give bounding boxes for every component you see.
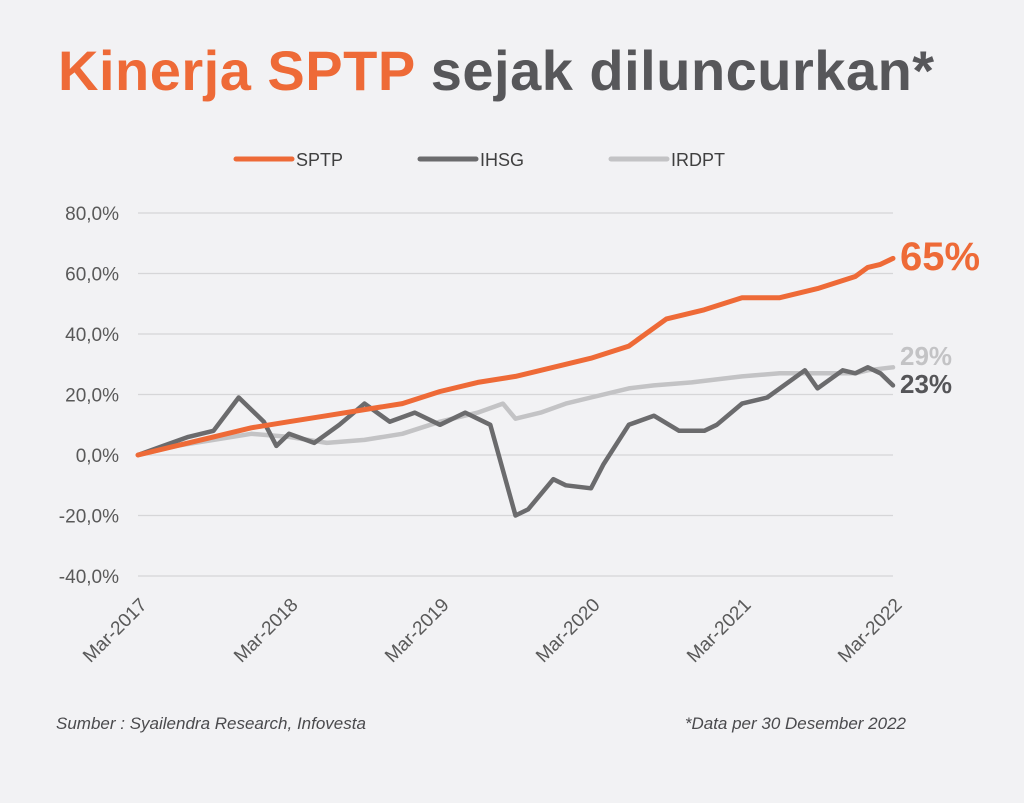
series-line-sptp bbox=[135, 255, 896, 458]
legend-label-sptp: SPTP bbox=[296, 150, 343, 170]
y-tick-label: 20,0% bbox=[65, 386, 119, 407]
y-tick-label: -20,0% bbox=[59, 507, 119, 528]
data-date-note: *Data per 30 Desember 2022 bbox=[684, 714, 906, 733]
title-rest: sejak diluncurkan* bbox=[430, 39, 935, 102]
legend-label-ihsg: IHSG bbox=[480, 150, 524, 170]
legend-label-irdpt: IRDPT bbox=[671, 150, 725, 170]
source-note: Sumber : Syailendra Research, Infovesta bbox=[56, 714, 366, 733]
y-tick-label: 0,0% bbox=[76, 446, 119, 467]
end-label-sptp: 65% bbox=[900, 235, 980, 279]
page-title: Kinerja SPTP sejak diluncurkan* bbox=[58, 38, 935, 103]
title-accent: Kinerja SPTP bbox=[58, 39, 415, 102]
x-tick-label: Mar-2021 bbox=[683, 595, 755, 667]
x-tick-label: Mar-2018 bbox=[230, 595, 302, 667]
x-tick-label: Mar-2019 bbox=[381, 595, 453, 667]
y-tick-label: 60,0% bbox=[65, 265, 119, 286]
end-label-irdpt: 29% bbox=[900, 341, 952, 371]
x-tick-label: Mar-2017 bbox=[79, 595, 151, 667]
y-tick-label: 80,0% bbox=[65, 204, 119, 225]
end-label-ihsg: 23% bbox=[900, 369, 952, 399]
y-tick-label: -40,0% bbox=[59, 567, 119, 588]
series-line-ihsg bbox=[135, 365, 896, 518]
y-tick-label: 40,0% bbox=[65, 325, 119, 346]
x-tick-label: Mar-2020 bbox=[532, 595, 604, 667]
x-tick-label: Mar-2022 bbox=[834, 595, 906, 667]
